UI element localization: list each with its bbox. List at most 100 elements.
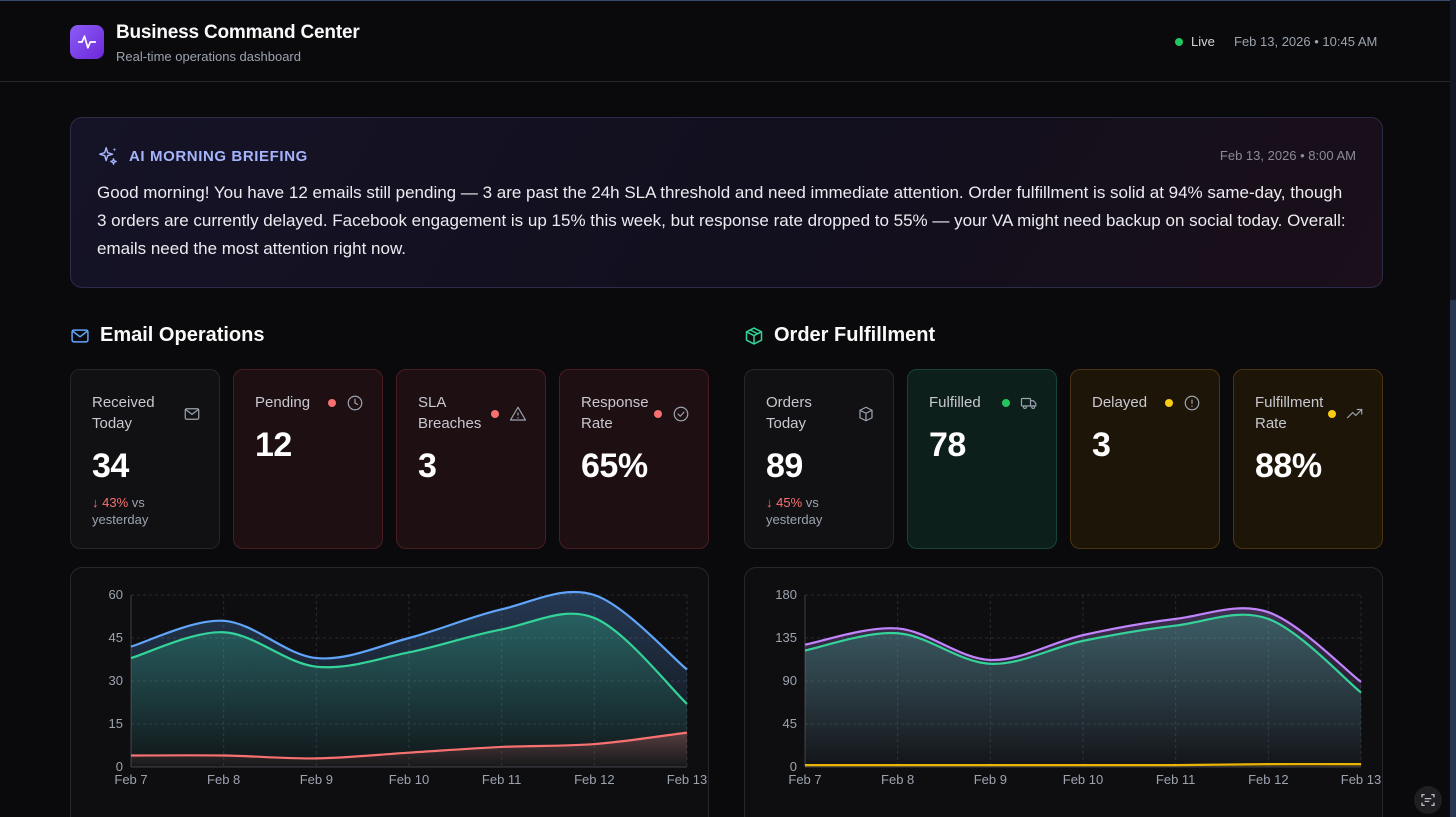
card-label: Pending bbox=[255, 394, 311, 411]
card-value: 89 bbox=[766, 447, 803, 485]
card-received-today[interactable]: Received Today 34 ↓ 43% vs yesterday bbox=[70, 369, 220, 549]
mail-icon bbox=[71, 328, 89, 343]
scrollbar[interactable] bbox=[1450, 0, 1456, 817]
screen-capture-button[interactable] bbox=[1414, 786, 1442, 814]
series-line-received[interactable] bbox=[130, 590, 688, 671]
status-dot-icon bbox=[491, 410, 499, 418]
email-section-label: Email Operations bbox=[100, 324, 265, 346]
y-tick-label: 45 bbox=[783, 716, 797, 731]
y-tick-label: 60 bbox=[109, 587, 123, 602]
briefing-header: AI MORNING BRIEFING bbox=[97, 145, 308, 167]
card-pending[interactable]: Pending 12 bbox=[233, 369, 383, 549]
check-circle-icon bbox=[673, 406, 689, 422]
card-label: Fulfillment Rate bbox=[1255, 394, 1324, 432]
ai-briefing-panel: AI MORNING BRIEFING Feb 13, 2026 • 8:00 … bbox=[70, 117, 1383, 288]
status-dot-icon bbox=[654, 410, 662, 418]
delta-value: ↓ 43% bbox=[92, 495, 129, 510]
series-area-fulfilled bbox=[805, 614, 1361, 767]
card-fulfilled[interactable]: Fulfilled 78 bbox=[907, 369, 1057, 549]
y-tick-label: 180 bbox=[775, 587, 797, 602]
orders-trend-chart: 0 45 90 135 180 Feb 7 Feb 8 Feb 9 Feb 10 Feb 11 Fe… bbox=[775, 587, 1381, 787]
series-line-orders[interactable] bbox=[804, 607, 1362, 683]
series-line-fulfilled[interactable] bbox=[804, 613, 1362, 694]
card-value: 78 bbox=[929, 426, 966, 464]
email-trend-chart: 0 15 30 45 60 Feb 7 Feb 8 Feb 9 Feb 10 Feb 11 Feb … bbox=[109, 587, 708, 787]
app-logo bbox=[70, 25, 104, 59]
email-chart-panel: 0 15 30 45 60 Feb 7 Feb 8 Feb 9 Feb 10 Feb 11 Feb … bbox=[70, 567, 709, 817]
delta-value: ↓ 45% bbox=[766, 495, 803, 510]
delta-suffix: vs yesterday bbox=[766, 495, 823, 527]
x-tick-label: Feb 11 bbox=[1156, 772, 1196, 787]
x-tick-label: Feb 11 bbox=[482, 772, 522, 787]
app-subtitle: Real-time operations dashboard bbox=[116, 49, 301, 64]
card-sla-breaches[interactable]: SLA Breaches 3 bbox=[396, 369, 546, 549]
email-section-title: Email Operations bbox=[70, 324, 265, 347]
card-icon-group bbox=[491, 405, 527, 423]
window-top-edge bbox=[0, 0, 1456, 1]
card-label: Fulfilled bbox=[929, 394, 981, 411]
y-tick-label: 0 bbox=[116, 759, 123, 774]
status-dot-icon bbox=[1002, 399, 1010, 407]
card-icon-group bbox=[183, 405, 201, 423]
card-label: Orders Today bbox=[766, 394, 812, 432]
x-tick-label: Feb 13 bbox=[1341, 772, 1381, 787]
app-header: Business Command Center Real-time operat… bbox=[0, 1, 1450, 82]
x-tick-label: Feb 7 bbox=[114, 772, 147, 787]
card-delta: ↓ 45% vs yesterday bbox=[766, 494, 876, 528]
status-dot-icon bbox=[1165, 399, 1173, 407]
x-tick-label: Feb 9 bbox=[974, 772, 1007, 787]
card-icon-group bbox=[1328, 405, 1364, 423]
y-tick-label: 135 bbox=[775, 630, 797, 645]
x-tick-label: Feb 10 bbox=[1063, 772, 1103, 787]
mail-icon bbox=[184, 408, 200, 420]
card-label: Delayed bbox=[1092, 394, 1148, 411]
x-tick-label: Feb 8 bbox=[207, 772, 240, 787]
y-tick-label: 0 bbox=[790, 759, 797, 774]
package-icon bbox=[745, 326, 763, 345]
card-label: Response Rate bbox=[581, 394, 649, 432]
scan-text-icon bbox=[1421, 794, 1435, 806]
series-area-responded bbox=[131, 613, 687, 767]
x-tick-label: Feb 13 bbox=[667, 772, 707, 787]
y-tick-label: 15 bbox=[109, 716, 123, 731]
orders-section-title: Order Fulfillment bbox=[744, 324, 935, 347]
card-value: 3 bbox=[1092, 426, 1111, 464]
x-tick-label: Feb 10 bbox=[389, 772, 429, 787]
scrollbar-thumb[interactable] bbox=[1450, 300, 1456, 817]
activity-icon bbox=[77, 35, 97, 49]
card-icon-group bbox=[654, 405, 690, 423]
app-title: Business Command Center bbox=[116, 22, 360, 43]
warning-icon bbox=[509, 406, 527, 421]
card-label: SLA Breaches bbox=[418, 394, 482, 432]
card-response-rate[interactable]: Response Rate 65% bbox=[559, 369, 709, 549]
x-tick-label: Feb 7 bbox=[788, 772, 821, 787]
live-dot-icon bbox=[1175, 37, 1183, 46]
briefing-text: Good morning! You have 12 emails still p… bbox=[97, 183, 1346, 258]
sparkles-icon bbox=[99, 147, 117, 165]
card-orders-today[interactable]: Orders Today 89 ↓ 45% vs yesterday bbox=[744, 369, 894, 549]
clock-icon bbox=[347, 395, 363, 411]
card-label: Received Today bbox=[92, 394, 155, 432]
briefing-timestamp: Feb 13, 2026 • 8:00 AM bbox=[1219, 148, 1356, 163]
card-icon-group bbox=[1165, 394, 1201, 412]
card-delayed[interactable]: Delayed 3 bbox=[1070, 369, 1220, 549]
briefing-title: AI MORNING BRIEFING bbox=[129, 147, 308, 165]
status-dot-icon bbox=[1328, 410, 1336, 418]
y-tick-label: 30 bbox=[109, 673, 123, 688]
y-tick-label: 90 bbox=[783, 673, 797, 688]
card-value: 88% bbox=[1255, 447, 1322, 485]
package-icon bbox=[859, 406, 873, 422]
series-line-delayed[interactable] bbox=[804, 762, 1362, 767]
card-fulfillment-rate[interactable]: Fulfillment Rate 88% bbox=[1233, 369, 1383, 549]
series-line-pending[interactable] bbox=[130, 731, 688, 760]
live-label: Live bbox=[1191, 34, 1215, 49]
x-tick-label: Feb 12 bbox=[574, 772, 614, 787]
x-tick-label: Feb 12 bbox=[1248, 772, 1288, 787]
series-line-responded[interactable] bbox=[130, 612, 688, 705]
trending-up-icon bbox=[1346, 408, 1363, 419]
card-icon-group bbox=[1002, 394, 1038, 412]
live-indicator: Live bbox=[1175, 34, 1215, 49]
card-icon-group bbox=[857, 405, 875, 423]
x-tick-label: Feb 8 bbox=[881, 772, 914, 787]
delta-suffix: vs yesterday bbox=[92, 495, 149, 527]
